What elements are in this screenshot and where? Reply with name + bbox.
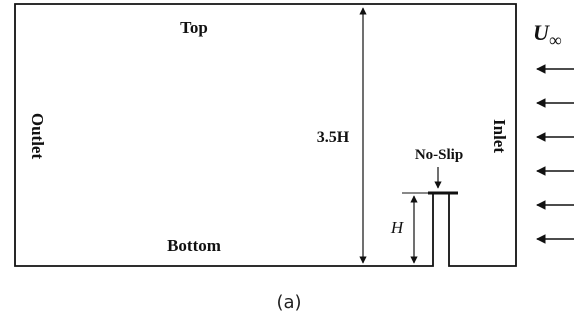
velocity-symbol: U <box>533 20 550 45</box>
inlet-flow-arrows <box>536 64 574 244</box>
domain-height-label: 3.5H <box>317 129 350 146</box>
no-slip-label: No-Slip <box>415 147 463 163</box>
top-boundary-label: Top <box>180 18 208 37</box>
domain-boundary <box>14 3 517 267</box>
bottom-boundary-label: Bottom <box>167 236 221 255</box>
inlet-boundary-label: Inlet <box>490 119 509 153</box>
velocity-label: U∞ <box>533 20 562 50</box>
velocity-subscript: ∞ <box>549 30 562 50</box>
plate-height-label: H <box>390 218 405 237</box>
outlet-boundary-label: Outlet <box>28 113 47 160</box>
figure-caption: (a) <box>276 292 301 313</box>
